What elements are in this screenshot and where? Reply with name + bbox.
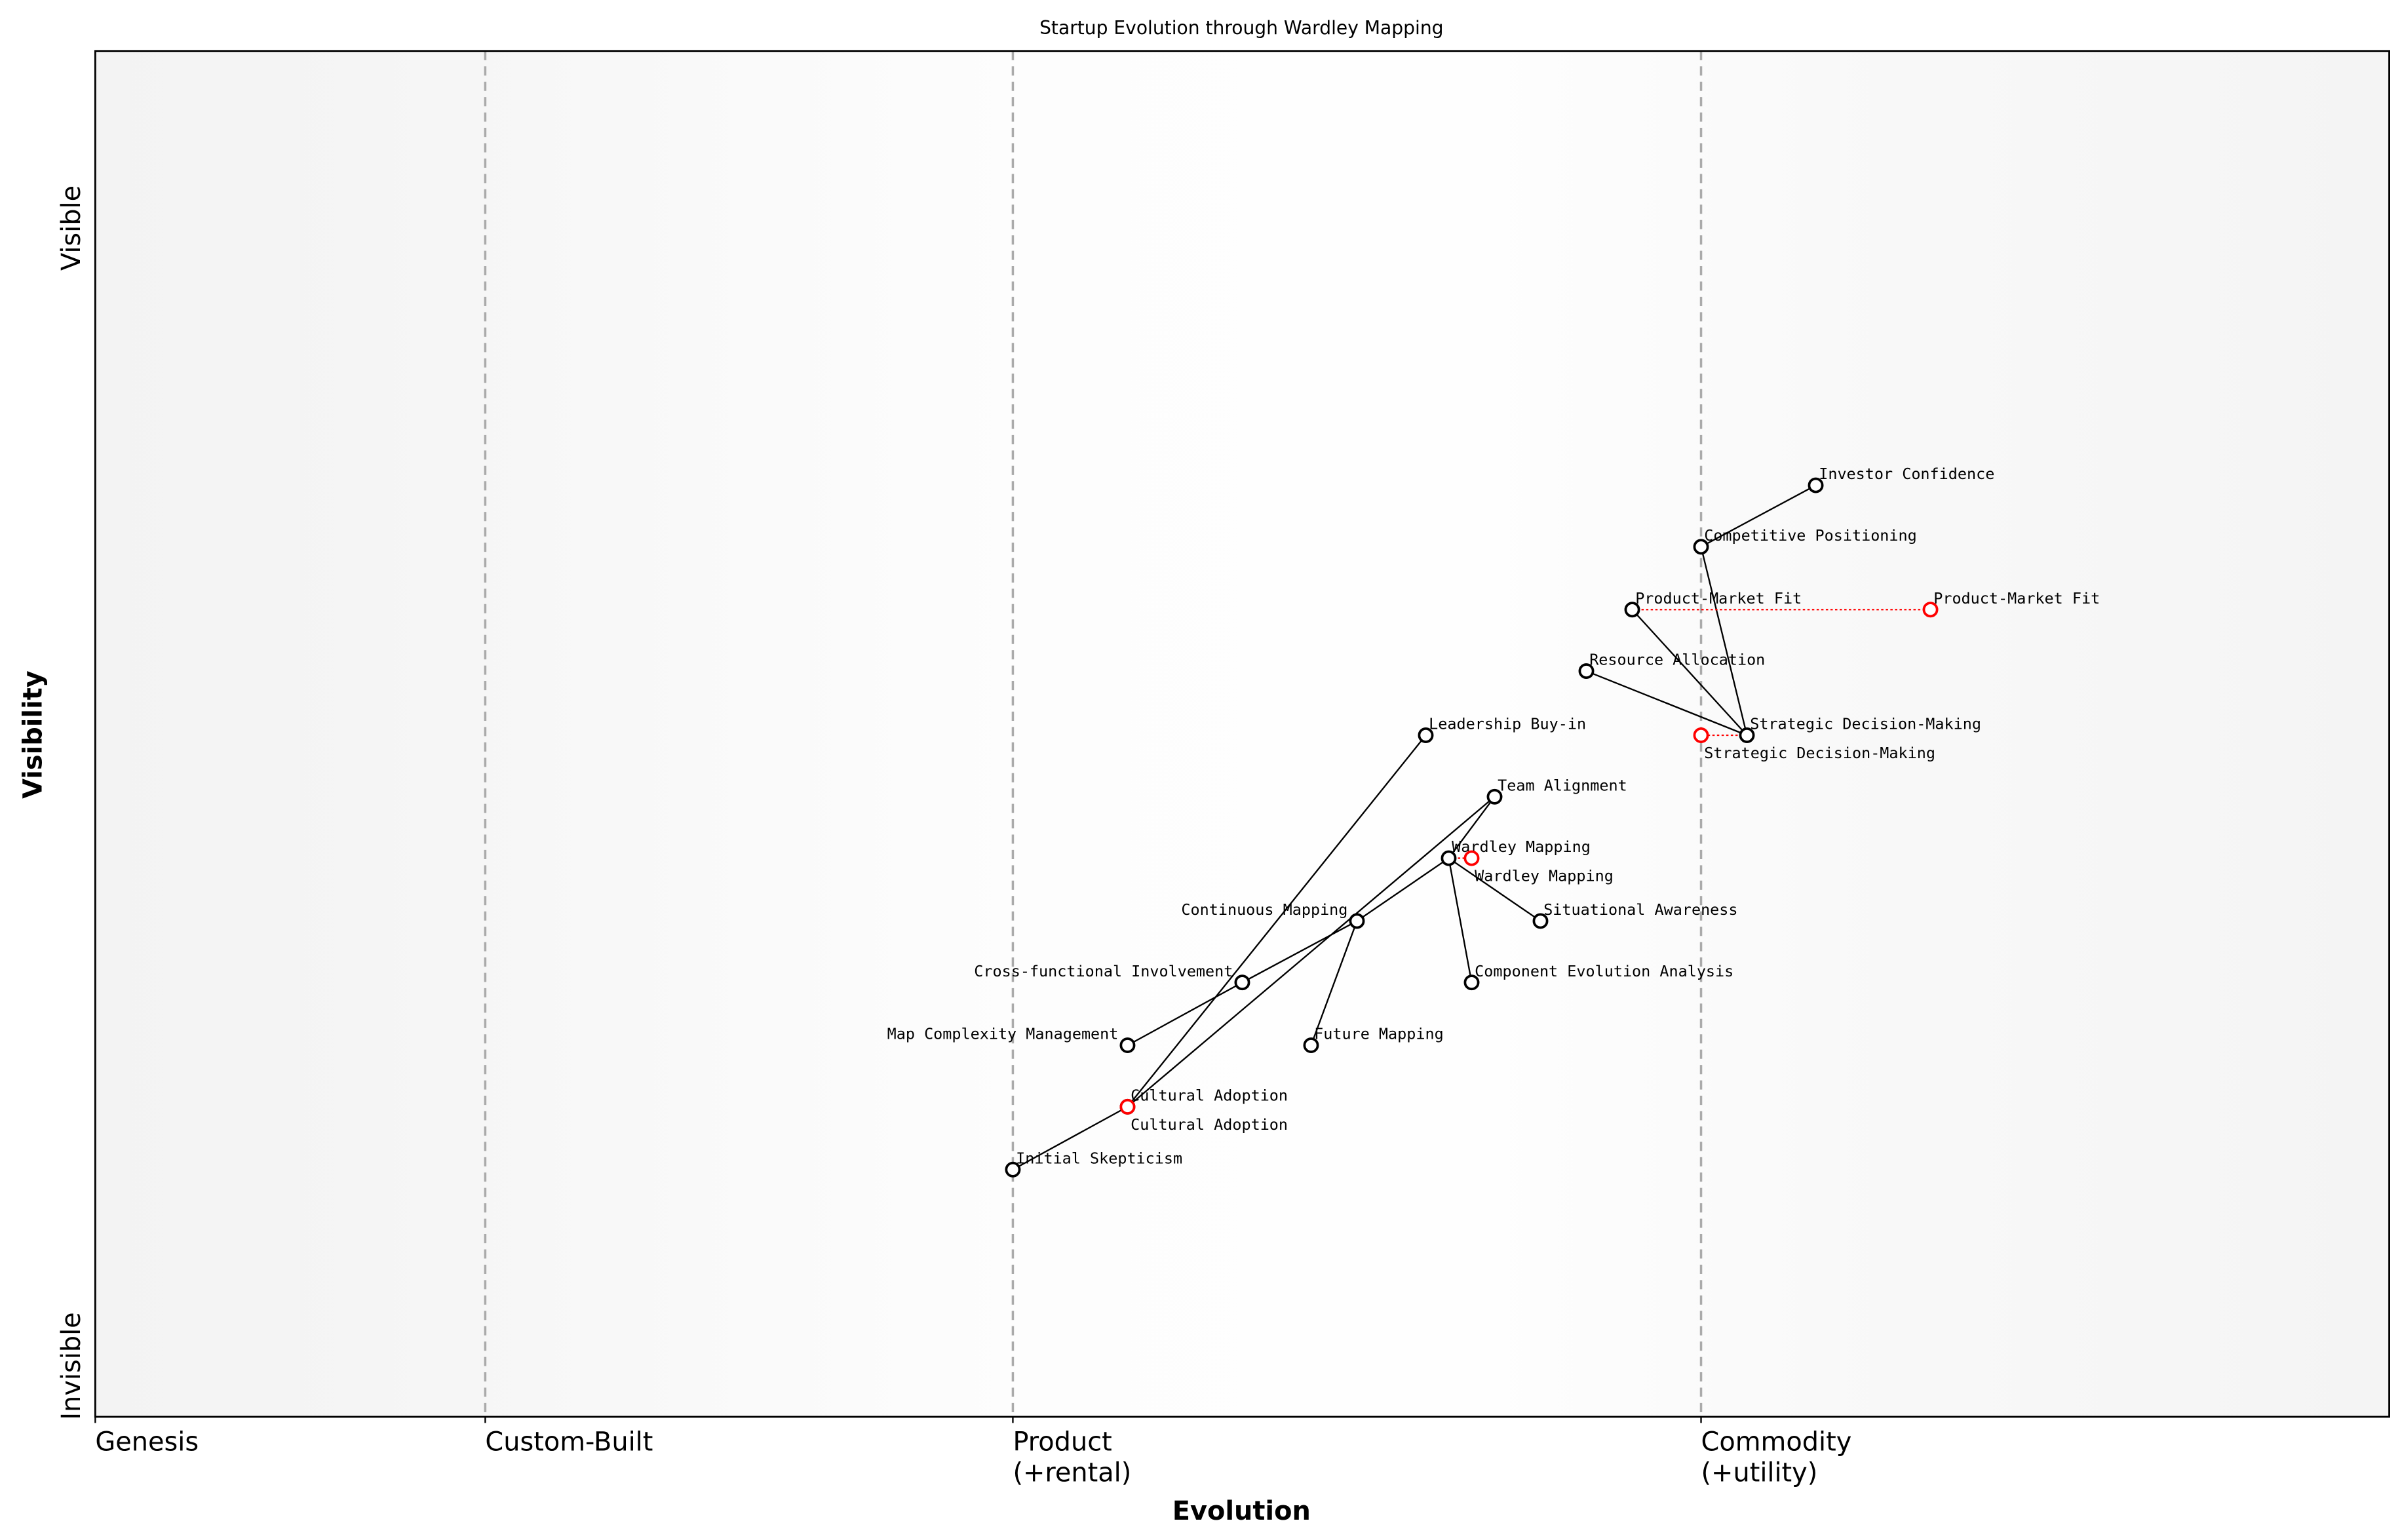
component-label: Cultural Adoption bbox=[1131, 1087, 1288, 1105]
evolved-component-label: Strategic Decision-Making bbox=[1704, 744, 1935, 762]
evolved-component-node[interactable] bbox=[1693, 727, 1709, 743]
component-node[interactable] bbox=[1418, 727, 1434, 743]
plot-frame bbox=[94, 50, 2390, 1418]
dependency-link bbox=[1586, 670, 1747, 737]
component-node[interactable] bbox=[1441, 850, 1457, 866]
component-node[interactable] bbox=[1234, 974, 1250, 991]
component-label: Cross-functional Involvement bbox=[974, 962, 1233, 980]
component-label: Competitive Positioning bbox=[1704, 526, 1917, 545]
evolved-component-node[interactable] bbox=[1119, 1098, 1136, 1115]
component-node[interactable] bbox=[1532, 913, 1549, 929]
y-axis-label: Visibility bbox=[18, 670, 48, 799]
stage-label: Commodity bbox=[1701, 1427, 1852, 1457]
component-label: Initial Skepticism bbox=[1016, 1149, 1182, 1167]
x-axis-label: Evolution bbox=[1172, 1496, 1311, 1526]
component-node[interactable] bbox=[1578, 663, 1595, 679]
evolved-component-node[interactable] bbox=[1463, 850, 1480, 866]
component-label: Leadership Buy-in bbox=[1429, 715, 1586, 733]
component-node[interactable] bbox=[1486, 788, 1503, 805]
y-top-label: Visible bbox=[56, 185, 87, 271]
plot-area bbox=[95, 50, 2390, 1417]
stage-label: Custom-Built bbox=[485, 1427, 653, 1457]
component-label: Future Mapping bbox=[1314, 1025, 1444, 1043]
dependency-link bbox=[1448, 857, 1541, 922]
evolved-component-label: Cultural Adoption bbox=[1131, 1115, 1288, 1134]
component-label: Strategic Decision-Making bbox=[1750, 715, 1981, 733]
component-label: Continuous Mapping bbox=[1181, 900, 1347, 919]
component-label: Resource Allocation bbox=[1589, 651, 1765, 669]
dependency-link bbox=[1448, 796, 1496, 859]
dependency-link bbox=[1241, 920, 1358, 984]
dependency-link bbox=[1127, 735, 1427, 1107]
y-bottom-label: Invisible bbox=[56, 1312, 87, 1419]
stage-label: Genesis bbox=[95, 1427, 199, 1457]
evolved-component-node[interactable] bbox=[1922, 602, 1939, 618]
component-node[interactable] bbox=[1463, 974, 1480, 991]
dependency-link bbox=[1700, 484, 1817, 548]
stage-sublabel: (+rental) bbox=[1013, 1457, 1131, 1488]
stage-label: Product bbox=[1013, 1427, 1112, 1457]
component-label: Investor Confidence bbox=[1819, 465, 1994, 483]
dependency-link bbox=[1127, 982, 1243, 1047]
component-node[interactable] bbox=[1005, 1161, 1021, 1178]
component-label: Map Complexity Management bbox=[887, 1025, 1119, 1043]
component-node[interactable] bbox=[1624, 602, 1640, 618]
evolved-component-label: Product-Market Fit bbox=[1933, 589, 2100, 607]
dependency-link bbox=[1700, 547, 1748, 736]
dependency-link bbox=[1310, 921, 1358, 1046]
component-label: Component Evolution Analysis bbox=[1475, 962, 1733, 980]
component-node[interactable] bbox=[1693, 539, 1709, 555]
stage-sublabel: (+utility) bbox=[1701, 1457, 1818, 1488]
dependency-link bbox=[1127, 796, 1496, 1107]
dependency-link bbox=[1356, 857, 1450, 922]
dependency-link bbox=[1631, 609, 1748, 736]
component-label: Product-Market Fit bbox=[1635, 589, 1802, 607]
chart-title: Startup Evolution through Wardley Mappin… bbox=[1039, 17, 1443, 39]
component-label: Team Alignment bbox=[1498, 776, 1627, 794]
component-node[interactable] bbox=[1739, 727, 1755, 743]
component-node[interactable] bbox=[1349, 913, 1365, 929]
component-node[interactable] bbox=[1808, 477, 1824, 493]
component-node[interactable] bbox=[1119, 1037, 1136, 1054]
dependency-link bbox=[1448, 858, 1473, 983]
evolved-component-label: Wardley Mapping bbox=[1475, 867, 1614, 885]
component-label: Situational Awareness bbox=[1543, 900, 1737, 919]
dependency-link bbox=[1012, 1106, 1129, 1170]
component-node[interactable] bbox=[1303, 1037, 1319, 1054]
